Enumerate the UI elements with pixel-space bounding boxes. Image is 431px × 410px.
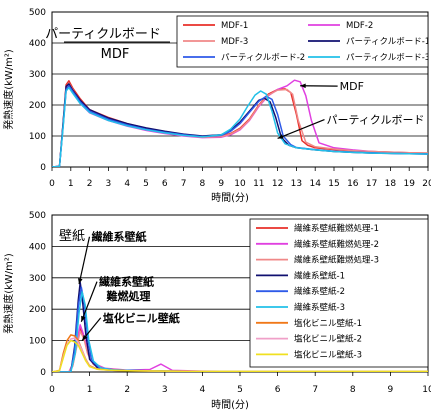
annotation-label: 難燃処理 <box>107 289 151 303</box>
x-tick-label: 1 <box>87 385 93 395</box>
legend-label: パーティクルボード-2 <box>221 53 305 63</box>
annotation-label: パーティクルボード <box>326 114 424 127</box>
x-tick-label: 6 <box>162 179 168 189</box>
series-group <box>52 281 428 372</box>
x-axis-label: 時間(分) <box>211 192 249 204</box>
x-tick-label: 7 <box>181 179 187 189</box>
legend-label: MDF-3 <box>221 37 248 47</box>
legend-label: 繊維系壁紙-2 <box>294 286 345 297</box>
annotation-arrowhead <box>77 278 83 285</box>
annotation-arrow <box>80 281 98 322</box>
legend-label: 塩化ビニル壁紙-2 <box>294 334 362 345</box>
x-tick-label: 11 <box>253 179 264 189</box>
legend: MDF-1 MDF-2 MDF-3 パーティクルボード-1 パーティクルボード-2 パーテ… <box>176 15 430 68</box>
x-tick-label: 10 <box>234 179 246 189</box>
chart-subtitle: MDF <box>101 47 130 62</box>
legend-label: 繊維系壁紙難燃処理-1 <box>294 223 379 234</box>
chart-2: 0 100 200 300 400 500 0 1 2 3 4 5 6 7 8 9 10 時間(分) 発熱速度(kW… <box>2 211 431 410</box>
x-tick-label: 19 <box>403 179 415 189</box>
legend-label: 塩化ビニル壁紙-3 <box>294 349 362 360</box>
x-tick-label: 0 <box>49 179 55 189</box>
y-tick-label: 300 <box>29 274 46 284</box>
legend-label: パーティクルボード-3 <box>346 53 430 63</box>
y-tick-label: 0 <box>40 368 46 378</box>
annotation-arrowhead <box>300 83 306 89</box>
chart-title: パーティクルボード <box>45 27 161 42</box>
x-tick-label: 0 <box>49 385 55 395</box>
x-tick-label: 10 <box>422 385 431 395</box>
x-tick-label: 15 <box>328 179 339 189</box>
series-line-9 <box>52 339 428 372</box>
x-axis-label: 時間(分) <box>211 399 249 410</box>
x-tick-label: 16 <box>347 179 359 189</box>
y-tick-label: 200 <box>29 101 46 111</box>
annotation: 繊維系壁紙 <box>77 230 146 285</box>
x-tick-label: 1 <box>68 179 74 189</box>
legend: 繊維系壁紙難燃処理-1 繊維系壁紙難燃処理-2 繊維系壁紙難燃処理-3 繊維系壁紙-1… <box>249 218 429 368</box>
annotation-label: 繊維系壁紙 <box>91 230 146 244</box>
y-tick-label: 500 <box>29 211 46 221</box>
legend-label: パーティクルボード-1 <box>346 37 430 47</box>
legend-label: 塩化ビニル壁紙-1 <box>294 318 362 329</box>
annotation: 繊維系壁紙 <box>80 275 154 322</box>
series-line-6 <box>52 86 428 167</box>
y-tick-label: 0 <box>40 163 46 173</box>
annotation-label: 塩化ビニル壁紙 <box>103 311 180 325</box>
annotation: MDF <box>300 80 364 93</box>
x-tick-label: 2 <box>87 179 93 189</box>
x-tick-label: 9 <box>388 385 394 395</box>
y-tick-label: 400 <box>29 242 46 252</box>
x-tick-label: 7 <box>312 385 318 395</box>
x-tick-label: 17 <box>366 179 377 189</box>
legend-label: MDF-1 <box>221 21 248 31</box>
x-tick-label: 2 <box>124 385 130 395</box>
y-axis-label: 発熱速度(kW/m²) <box>2 49 15 130</box>
x-tick-label: 6 <box>275 385 281 395</box>
annotation-arrowhead <box>82 334 88 341</box>
legend-label: MDF-2 <box>346 21 373 31</box>
y-tick-label: 500 <box>29 8 46 18</box>
y-tick-label: 200 <box>29 305 46 315</box>
x-tick-label: 8 <box>350 385 356 395</box>
x-tick-label: 5 <box>143 179 149 189</box>
x-tick-label: 4 <box>124 179 130 189</box>
y-tick-label: 400 <box>29 39 46 49</box>
annotation-label: 繊維系壁紙 <box>99 275 154 289</box>
annotation: 難燃処理 <box>107 289 151 303</box>
y-axis-label: 発熱速度(kW/m²) <box>2 253 15 334</box>
x-tick-label: 3 <box>162 385 168 395</box>
legend-label: 繊維系壁紙-1 <box>294 270 345 281</box>
x-tick-label: 20 <box>422 179 431 189</box>
legend-label: 繊維系壁紙難燃処理-3 <box>294 255 379 266</box>
x-tick-label: 12 <box>272 179 283 189</box>
x-tick-label: 3 <box>106 179 112 189</box>
annotation: パーティクルボード <box>277 114 424 140</box>
x-tick-label: 18 <box>385 179 397 189</box>
series-group <box>52 79 428 167</box>
annotation: 塩化ビニル壁紙 <box>81 311 180 341</box>
x-tick-label: 14 <box>309 179 321 189</box>
annotation-arrow <box>78 236 91 285</box>
legend-box <box>176 15 429 68</box>
annotation-arrowhead <box>277 134 284 139</box>
legend-label: 繊維系壁紙-3 <box>294 302 345 313</box>
x-tick-label: 4 <box>200 385 206 395</box>
x-tick-label: 13 <box>291 179 302 189</box>
annotation-arrow <box>277 119 325 140</box>
annotation-arrowhead <box>81 315 86 322</box>
x-tick-label: 8 <box>200 179 206 189</box>
annotation-label: MDF <box>340 80 364 93</box>
chart-title: 壁紙 <box>59 229 85 244</box>
y-tick-label: 100 <box>29 132 46 142</box>
x-tick-label: 5 <box>237 385 243 395</box>
legend-label: 繊維系壁紙難燃処理-2 <box>294 239 379 250</box>
y-tick-label: 100 <box>29 337 46 347</box>
y-tick-label: 300 <box>29 70 46 80</box>
x-tick-label: 9 <box>218 179 224 189</box>
